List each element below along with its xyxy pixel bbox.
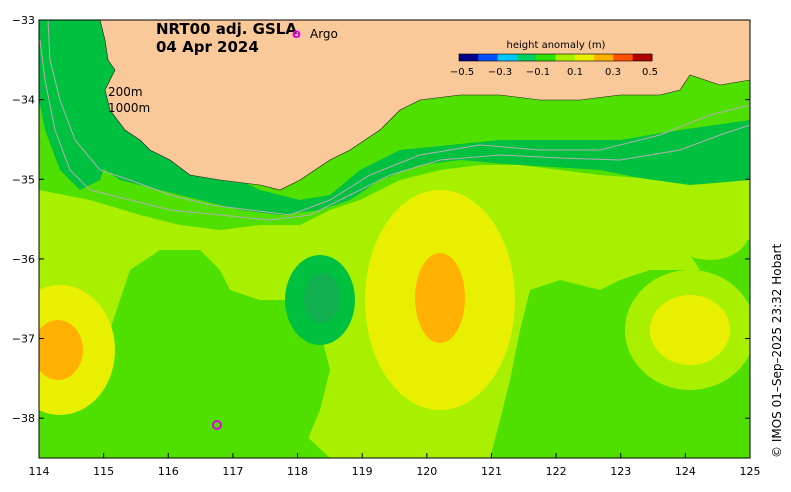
x-tick-label: 118 <box>287 465 308 478</box>
colorbar-swatch <box>459 54 479 61</box>
x-tick-label: 115 <box>93 465 114 478</box>
argo-legend-label: Argo <box>310 27 338 41</box>
argo-float-marker <box>212 420 222 430</box>
eddy-core <box>304 273 340 323</box>
colorbar-swatch <box>594 54 614 61</box>
colorbar-title: height anomaly (m) <box>507 40 606 51</box>
land-australia <box>99 20 750 191</box>
east-green-lobe <box>500 290 600 458</box>
y-tick-label: −38 <box>12 412 35 425</box>
colorbar-swatch <box>632 54 653 61</box>
x-tick-label: 122 <box>546 465 567 478</box>
colorbar-tick-1: −0.3 <box>488 67 512 78</box>
isobath-label-1000m: 1000m <box>108 101 150 115</box>
y-tick-label: −37 <box>12 333 35 346</box>
east-yellow-2 <box>650 295 730 365</box>
colorbar-frame <box>458 53 653 62</box>
x-tick-label: 120 <box>416 465 437 478</box>
x-tick-label: 114 <box>29 465 50 478</box>
colorbar-tick-5: 0.5 <box>642 67 658 78</box>
colorbar-tick-2: −0.1 <box>526 67 550 78</box>
credit-text: © IMOS 01–Sep–2025 23:32 Hobart <box>770 244 784 458</box>
x-tick-label: 119 <box>352 465 373 478</box>
plot-frame <box>38 19 751 459</box>
colorbar-tick-4: 0.3 <box>605 67 621 78</box>
map-title-line2: 04 Apr 2024 <box>156 38 259 56</box>
warm-eddy-orange <box>415 253 465 343</box>
colorbar-swatch <box>516 54 537 61</box>
y-tick-label: −34 <box>12 94 35 107</box>
west-eddy-orange <box>39 320 83 380</box>
x-axis: 114 115 116 117 118 119 120 121 122 123 124 125 <box>29 453 761 478</box>
map-title-line1: NRT00 adj. GSLA <box>156 20 297 38</box>
x-tick-label: 124 <box>675 465 696 478</box>
y-tick-label: −33 <box>12 14 35 27</box>
colorbar-swatches <box>459 54 653 61</box>
isobath-1000m <box>39 39 750 221</box>
northeast-light <box>670 200 750 260</box>
isobath-200m <box>47 20 750 216</box>
x-tick-label: 117 <box>222 465 243 478</box>
x-tick-label: 123 <box>610 465 631 478</box>
colorbar-swatch <box>497 54 518 61</box>
x-tick-label: 116 <box>158 465 179 478</box>
argo-legend-symbol: o <box>292 27 301 42</box>
colorbar-swatch <box>574 54 595 61</box>
y-tick-label: −35 <box>12 173 35 186</box>
colorbar-tick-0: −0.5 <box>450 67 474 78</box>
colorbar-tick-3: 0.1 <box>567 67 583 78</box>
colorbar-swatch <box>613 54 634 61</box>
y-axis: −33 −34 −35 −36 −37 −38 <box>12 14 750 425</box>
colorbar-swatch <box>536 54 556 61</box>
left-dark-green <box>39 20 110 190</box>
x-tick-label: 125 <box>740 465 761 478</box>
map-plot-area <box>39 20 750 458</box>
lower-green-lobe <box>130 320 330 458</box>
x-tick-label: 121 <box>481 465 502 478</box>
shelf-dark-green <box>39 20 750 215</box>
y-tick-label: −36 <box>12 253 35 266</box>
colorbar-swatch <box>555 54 576 61</box>
isobath-label-200m: 200m <box>108 85 143 99</box>
colorbar: height anomaly (m) −0.5 −0.3 −0.1 0.1 0.… <box>450 40 658 78</box>
colorbar-swatch <box>478 54 499 61</box>
